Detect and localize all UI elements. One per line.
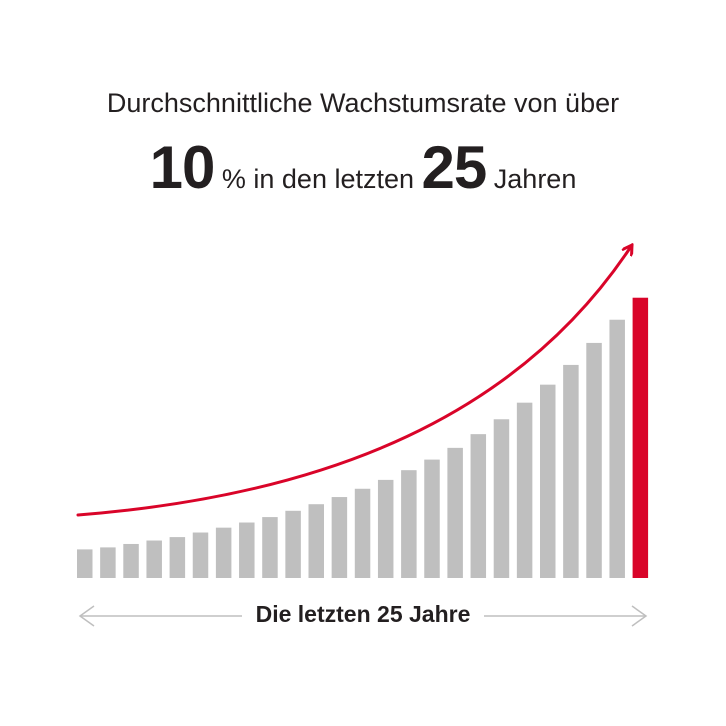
- bar-3: [123, 543, 139, 578]
- headline-line-1: Durchschnittliche Wachstumsrate von über: [106, 88, 620, 118]
- bar-16: [424, 459, 440, 578]
- bar-12: [331, 497, 348, 578]
- arrow-right-icon: [631, 605, 648, 627]
- bar-13: [354, 488, 371, 578]
- bar-11: [308, 504, 324, 578]
- bar-20: [516, 402, 533, 578]
- bar-1: [77, 549, 93, 578]
- bar-14: [377, 479, 394, 578]
- arrow-left-icon: [78, 605, 95, 627]
- bar-10: [285, 510, 301, 578]
- bar-9: [262, 517, 278, 578]
- bar-24: [609, 319, 625, 578]
- bar-7: [215, 527, 232, 578]
- bar-5: [169, 537, 186, 578]
- bar-15: [401, 470, 417, 578]
- bar-4: [146, 540, 162, 578]
- bar-8: [239, 522, 255, 578]
- growth-rate-text: % in den letzten: [214, 164, 422, 194]
- growth-rate-value: 10: [149, 134, 216, 201]
- bar-2: [100, 547, 116, 578]
- bar-22: [563, 364, 579, 578]
- bar-19: [493, 419, 510, 578]
- bar-6: [192, 532, 209, 578]
- headline-line-2: 10 % in den letzten 25 Jahren: [0, 138, 726, 198]
- years-value: 25: [421, 134, 488, 201]
- bar-23: [586, 342, 602, 578]
- years-text: Jahren: [486, 164, 577, 194]
- bars-group: [77, 297, 649, 578]
- bar-18: [470, 434, 487, 578]
- trend-arrow: [76, 245, 632, 517]
- bar-17: [447, 447, 463, 578]
- timespan-arrow: [78, 605, 648, 627]
- bar-21: [540, 384, 556, 578]
- bar-25: [632, 297, 649, 578]
